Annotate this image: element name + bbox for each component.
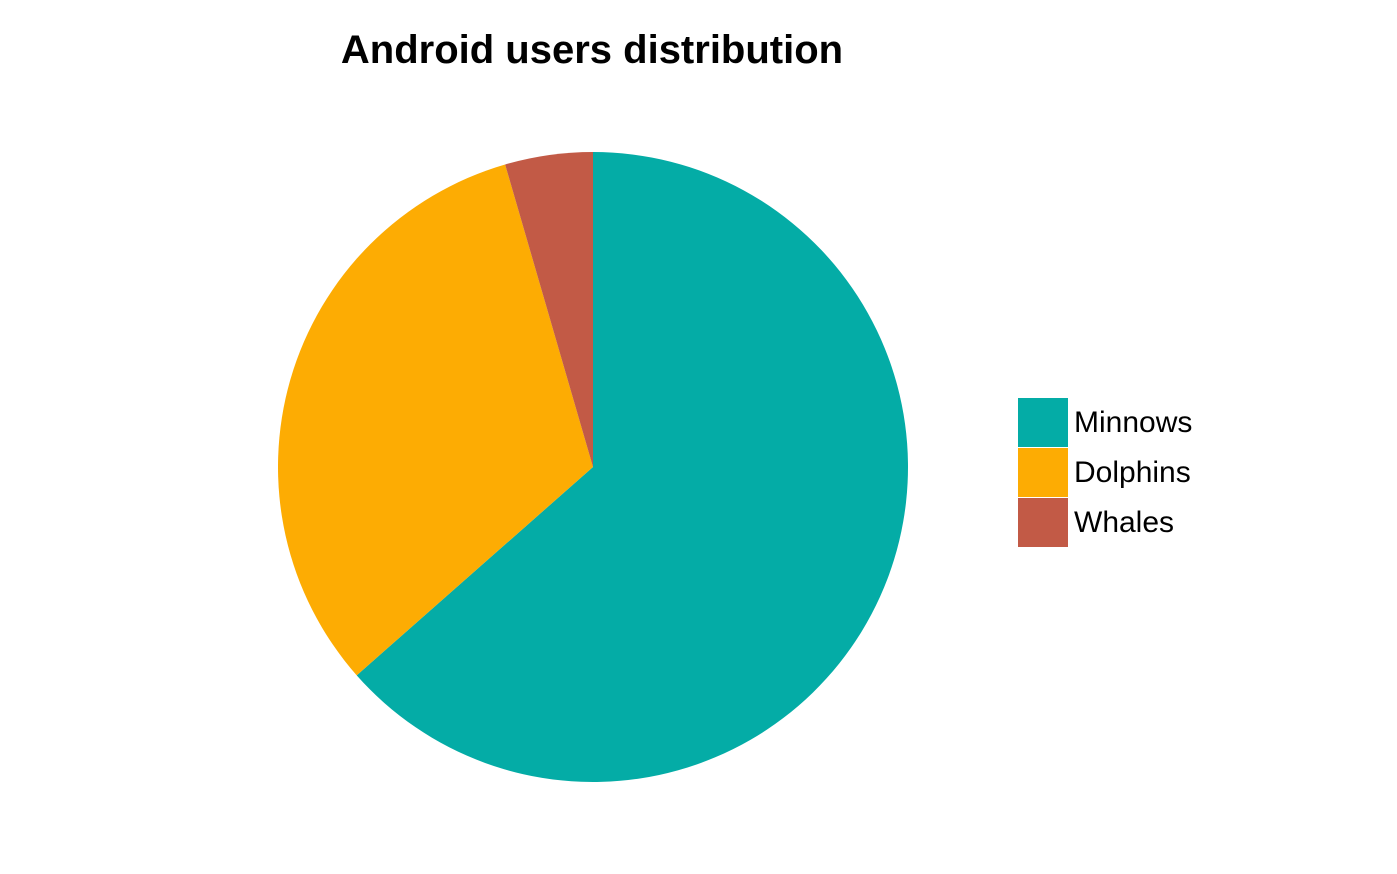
legend-label-whales: Whales <box>1074 506 1175 539</box>
legend-item-dolphins: Dolphins <box>1018 448 1192 498</box>
legend: Minnows Dolphins Whales <box>1018 398 1192 548</box>
legend-item-minnows: Minnows <box>1018 398 1192 448</box>
chart-title: Android users distribution <box>340 28 844 72</box>
legend-label-minnows: Minnows <box>1074 406 1193 439</box>
pie-slice-dolphins <box>278 164 593 676</box>
pie-slice-minnows <box>356 152 909 782</box>
legend-label-dolphins: Dolphins <box>1074 456 1191 489</box>
legend-item-whales: Whales <box>1018 498 1192 548</box>
legend-swatch-minnows <box>1018 398 1068 448</box>
legend-swatch-dolphins <box>1018 448 1068 498</box>
pie-slice-whales <box>505 152 593 467</box>
legend-swatch-whales <box>1018 498 1068 548</box>
